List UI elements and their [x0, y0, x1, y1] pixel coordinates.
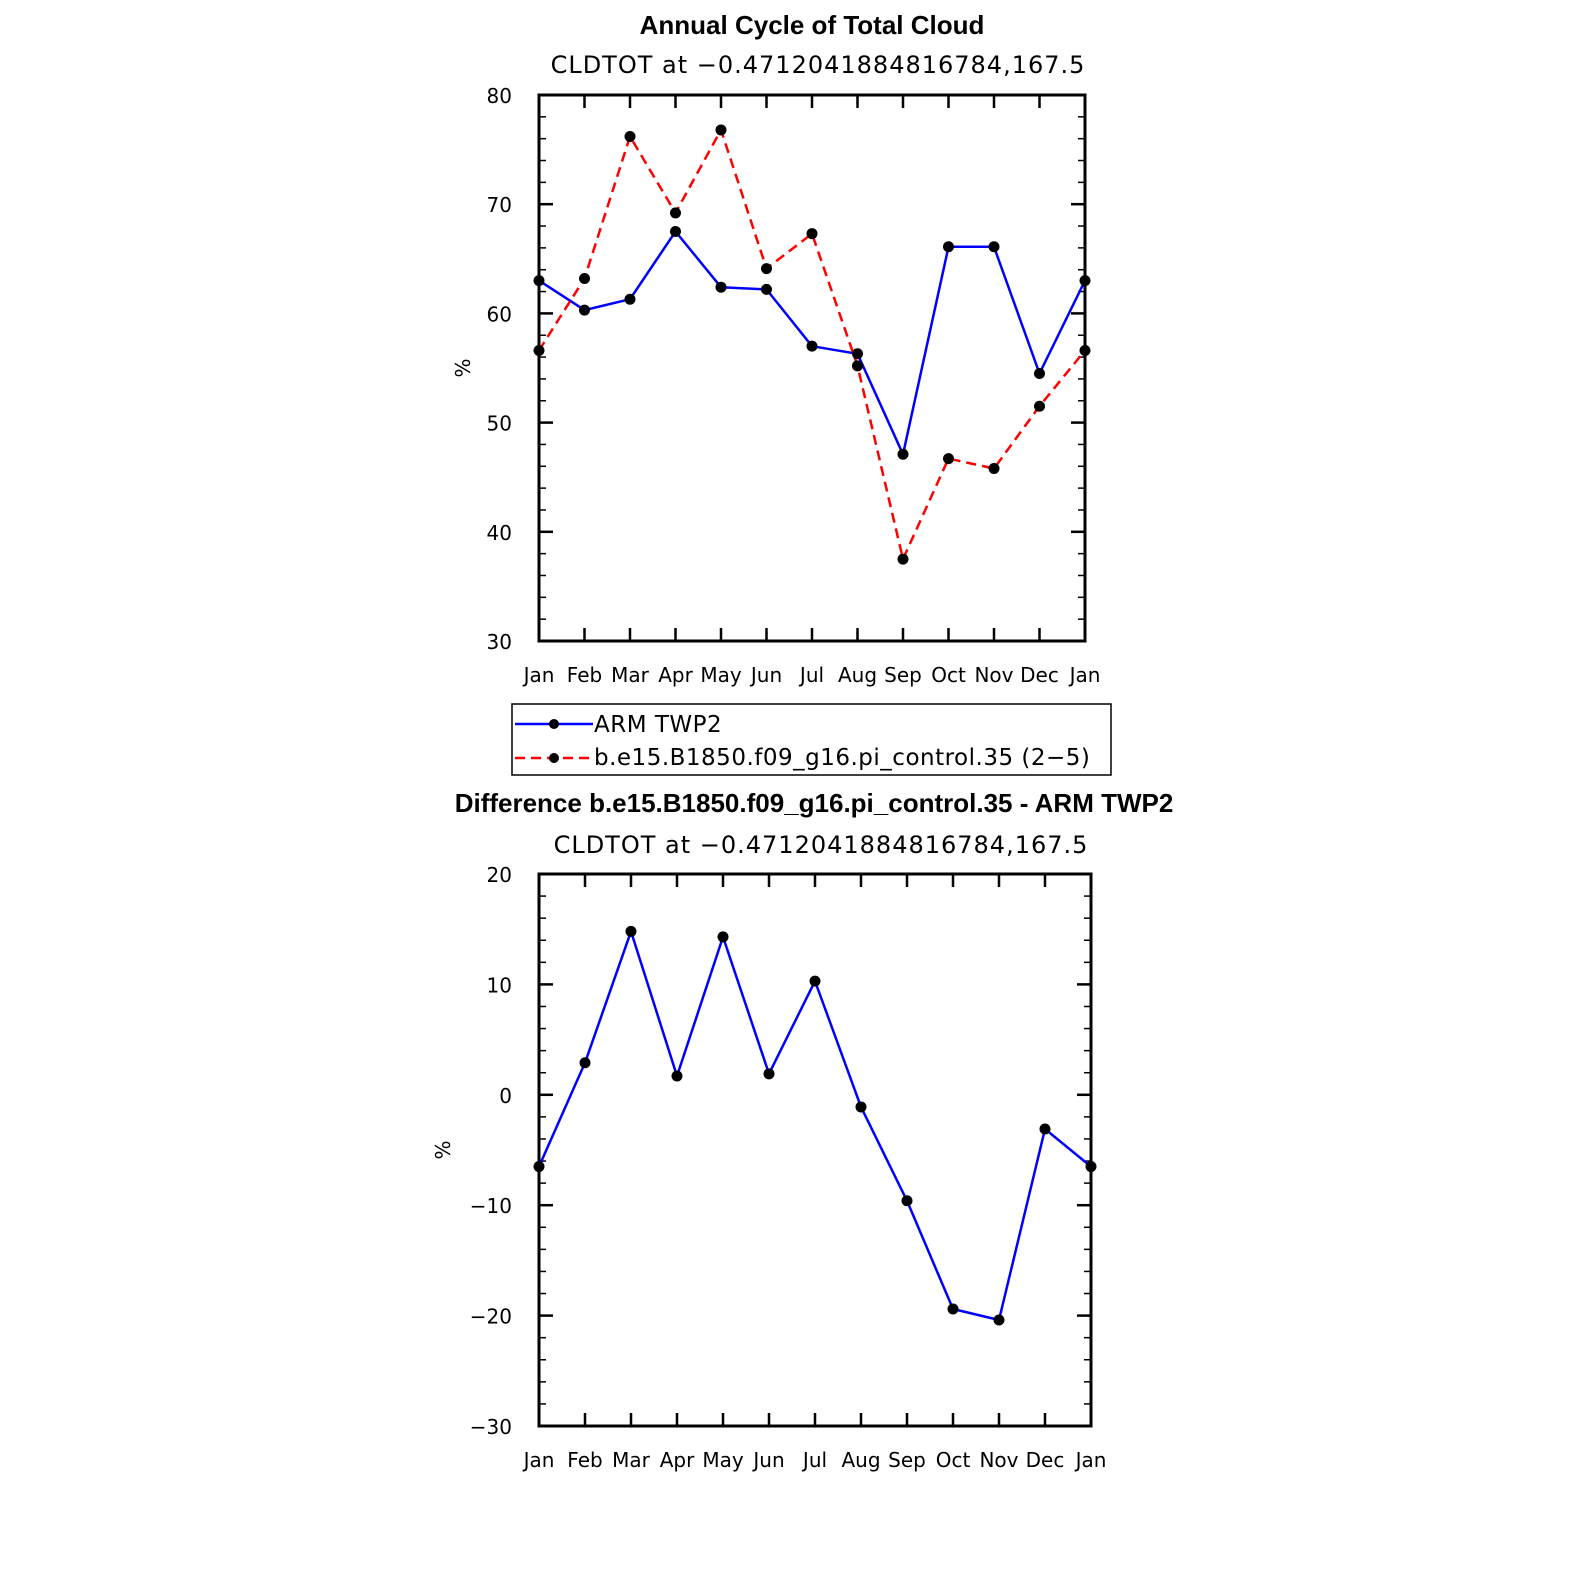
y-tick-label: 70	[487, 193, 512, 217]
data-point	[670, 207, 681, 219]
legend-marker-arm-twp2	[549, 719, 559, 729]
x-tick-label: Mar	[612, 1448, 651, 1472]
x-tick-label: Jun	[749, 663, 782, 687]
data-point	[761, 283, 772, 295]
data-point	[943, 241, 954, 253]
data-point	[988, 241, 1000, 253]
data-point	[533, 345, 545, 357]
data-point	[1039, 1123, 1051, 1135]
y-axis-label: %	[451, 358, 475, 377]
x-tick-label: Nov	[974, 663, 1013, 687]
y-tick-label: 10	[487, 973, 512, 997]
data-point	[855, 1101, 867, 1113]
y-tick-label: −30	[470, 1415, 512, 1439]
y-tick-label: 0	[499, 1084, 512, 1108]
legend-label-model: b.e15.B1850.f09_g16.pi_control.35 (2−5)	[594, 745, 1090, 771]
legend-label-arm-twp2: ARM TWP2	[594, 712, 722, 738]
data-point	[897, 553, 909, 565]
legend-box	[511, 703, 1112, 776]
y-tick-label: 40	[487, 521, 512, 545]
data-point	[533, 275, 545, 287]
data-point	[1079, 275, 1091, 287]
series-line	[537, 930, 1092, 1322]
data-point	[806, 340, 818, 352]
data-point	[1085, 1161, 1097, 1173]
data-point	[1034, 400, 1045, 412]
y-tick-label: 50	[487, 412, 512, 436]
x-tick-label: Jan	[1068, 663, 1101, 687]
x-tick-label: Sep	[888, 1448, 926, 1472]
data-point	[809, 975, 821, 987]
x-tick-label: Oct	[936, 1448, 971, 1472]
data-point	[988, 462, 1000, 474]
y-axis-label: %	[431, 1140, 455, 1159]
x-tick-label: Dec	[1020, 663, 1059, 687]
legend: ARM TWP2 b.e15.B1850.f09_g16.pi_control.…	[511, 703, 1112, 776]
data-point	[717, 931, 729, 943]
chart-subtitle: CLDTOT at −0.4712041884816784,167.5	[554, 831, 1089, 859]
chart-subtitle: CLDTOT at −0.4712041884816784,167.5	[551, 51, 1086, 79]
x-tick-label: May	[700, 663, 742, 687]
x-tick-label: Apr	[658, 663, 693, 687]
data-point	[1079, 345, 1091, 357]
x-tick-label: Jul	[798, 663, 824, 687]
x-tick-label: Jun	[751, 1448, 784, 1472]
data-point	[625, 925, 637, 937]
chart-title: Difference b.e15.B1850.f09_g16.pi_contro…	[455, 788, 1174, 818]
data-point	[579, 272, 590, 284]
y-tick-label: −10	[470, 1194, 512, 1218]
data-point	[852, 348, 863, 360]
difference-panel: Difference b.e15.B1850.f09_g16.pi_contro…	[431, 788, 1173, 1472]
x-tick-label: Sep	[884, 663, 922, 687]
x-tick-label: Oct	[931, 663, 966, 687]
x-tick-label: Aug	[841, 1448, 880, 1472]
data-point	[671, 1070, 683, 1082]
y-tick-label: 80	[487, 84, 512, 108]
x-tick-label: Jan	[1074, 1448, 1107, 1472]
x-tick-label: Nov	[979, 1448, 1018, 1472]
data-point	[806, 228, 818, 240]
x-tick-label: Feb	[567, 1448, 602, 1472]
x-tick-label: Dec	[1026, 1448, 1065, 1472]
plot-area: Jan Feb Mar Apr May Jun Jul Aug Sep Oct Nov Dec Jan−…	[470, 863, 1107, 1472]
data-point	[533, 1161, 545, 1173]
data-point	[715, 281, 727, 293]
chart-title: Annual Cycle of Total Cloud	[640, 10, 985, 40]
data-point	[1034, 367, 1045, 379]
data-point	[624, 130, 636, 142]
data-point	[624, 293, 636, 305]
y-tick-label: −20	[470, 1305, 512, 1329]
x-tick-label: Feb	[567, 663, 602, 687]
data-point	[993, 1314, 1005, 1326]
x-tick-label: Apr	[660, 1448, 695, 1472]
legend-marker-model	[549, 753, 559, 763]
y-tick-label: 30	[487, 630, 512, 654]
data-point	[852, 360, 863, 372]
data-point	[943, 453, 954, 465]
x-tick-label: Aug	[838, 663, 877, 687]
x-tick-label: Jul	[801, 1448, 827, 1472]
plot-frame	[537, 93, 1087, 643]
x-tick-label: Mar	[611, 663, 650, 687]
x-tick-label: Jan	[522, 1448, 555, 1472]
x-tick-label: May	[702, 1448, 744, 1472]
data-point	[579, 1057, 591, 1069]
annual-cycle-panel: Annual Cycle of Total Cloud CLDTOT at −0…	[451, 10, 1100, 687]
data-point	[901, 1195, 913, 1207]
x-tick-label: Jan	[522, 663, 555, 687]
plot-area: Jan Feb Mar Apr May Jun Jul Aug Sep Oct Nov Dec Jan 3…	[487, 84, 1101, 687]
y-tick-label: 60	[487, 302, 512, 326]
y-tick-label: 20	[487, 863, 512, 887]
data-point	[715, 124, 727, 136]
data-point	[897, 448, 909, 460]
data-point	[670, 226, 681, 237]
data-point	[761, 263, 772, 275]
data-point	[763, 1068, 775, 1080]
data-point	[947, 1303, 959, 1315]
data-point	[579, 304, 590, 316]
